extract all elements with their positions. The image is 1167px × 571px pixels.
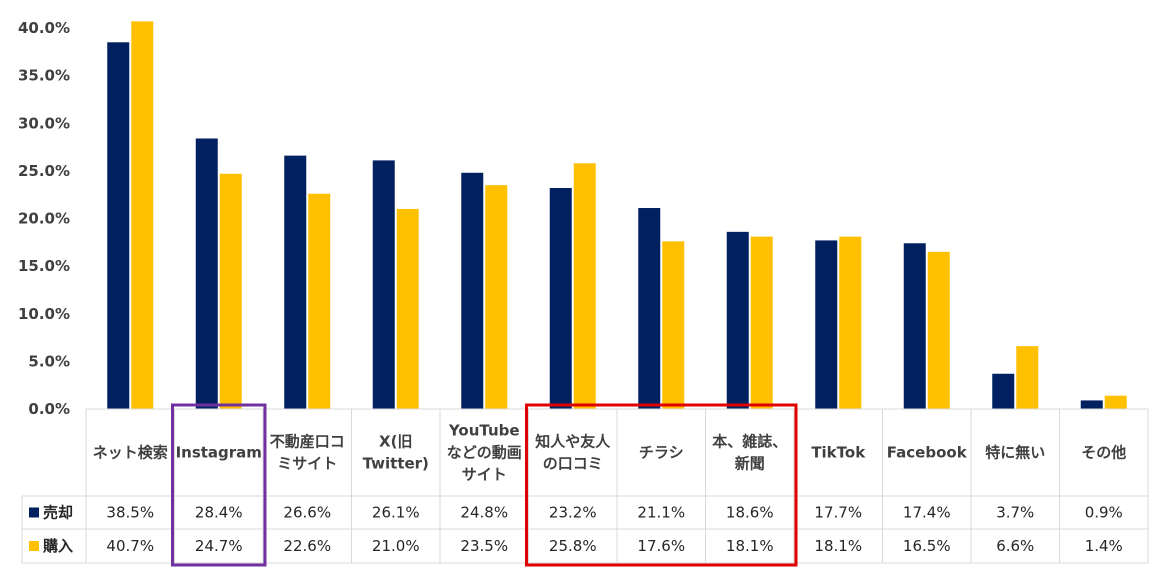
data-label: 23.2% — [549, 504, 597, 522]
data-label: 18.6% — [726, 504, 774, 522]
bar-buy — [485, 185, 508, 409]
data-label: 21.0% — [372, 537, 420, 555]
bar-sell — [992, 373, 1015, 409]
bar-buy — [839, 236, 862, 409]
bar-buy — [131, 21, 154, 410]
highlight-box — [171, 403, 267, 567]
data-label: 22.6% — [283, 537, 331, 555]
data-label: 21.1% — [637, 504, 685, 522]
data-label: 40.7% — [106, 537, 154, 555]
bar-sell — [1080, 400, 1103, 409]
category-label: 不動産口コ — [270, 433, 345, 451]
bar-buy — [396, 208, 419, 409]
bar-sell — [638, 208, 661, 409]
y-tick-label: 20.0% — [18, 210, 70, 228]
legend-label: 購入 — [42, 537, 73, 555]
data-label: 18.1% — [726, 537, 774, 555]
legend-key-buy — [29, 541, 39, 551]
category-label: その他 — [1081, 444, 1126, 462]
category-label: X(旧 — [379, 433, 412, 451]
bar-buy — [573, 163, 596, 409]
bar-sell — [726, 231, 749, 409]
category-label: サイト — [462, 466, 507, 484]
data-label: 17.4% — [903, 504, 951, 522]
data-label: 0.9% — [1085, 504, 1123, 522]
data-label: 24.8% — [460, 504, 508, 522]
y-tick-label: 0.0% — [28, 400, 70, 418]
data-label: 28.4% — [195, 504, 243, 522]
category-label: チラシ — [639, 444, 684, 462]
data-label: 24.7% — [195, 537, 243, 555]
data-label: 3.7% — [996, 504, 1034, 522]
category-label: Facebook — [887, 444, 968, 462]
category-label: 特に無い — [985, 444, 1045, 462]
highlight-box — [525, 403, 798, 567]
bar-sell — [815, 240, 838, 409]
data-label: 1.4% — [1085, 537, 1123, 555]
data-label: 17.7% — [814, 504, 862, 522]
category-label: 知人や友人 — [535, 433, 611, 451]
data-label: 26.6% — [283, 504, 331, 522]
bar-buy — [1104, 395, 1127, 409]
bar-buy — [750, 236, 773, 409]
category-label: ネット検索 — [93, 444, 168, 462]
bar-sell — [372, 160, 395, 409]
category-label: TikTok — [811, 444, 866, 462]
legend-key-sell — [29, 507, 39, 518]
category-label: などの動画 — [447, 444, 522, 462]
y-tick-label: 35.0% — [18, 67, 70, 85]
bar-buy — [219, 173, 242, 409]
bar-sell — [107, 42, 130, 409]
data-label: 38.5% — [106, 504, 154, 522]
legend-label: 売却 — [43, 504, 73, 522]
data-label: 18.1% — [814, 537, 862, 555]
category-label: ミサイト — [277, 455, 337, 473]
bar-buy — [662, 241, 685, 409]
category-label: の口コミ — [543, 455, 603, 473]
data-label: 16.5% — [903, 537, 951, 555]
bar-sell — [549, 188, 572, 409]
bar-sell — [195, 138, 218, 410]
data-label: 25.8% — [549, 537, 597, 555]
category-label: 本、雑誌、 — [712, 433, 787, 451]
category-label: Twitter) — [363, 455, 429, 473]
bar-sell — [284, 155, 307, 409]
bar-buy — [927, 251, 950, 409]
y-tick-label: 40.0% — [18, 19, 70, 37]
data-label: 17.6% — [637, 537, 685, 555]
y-tick-label: 10.0% — [18, 305, 70, 323]
y-tick-label: 30.0% — [18, 114, 70, 132]
bar-buy — [1016, 346, 1039, 409]
data-label: 26.1% — [372, 504, 420, 522]
category-label: 新聞 — [735, 455, 765, 473]
y-tick-label: 25.0% — [18, 162, 70, 180]
category-label: Instagram — [176, 444, 262, 462]
data-label: 23.5% — [460, 537, 508, 555]
y-tick-label: 15.0% — [18, 257, 70, 275]
bar-buy — [308, 193, 331, 409]
data-label: 6.6% — [996, 537, 1034, 555]
y-tick-label: 5.0% — [28, 352, 70, 370]
bar-sell — [903, 243, 926, 409]
bar-sell — [461, 172, 484, 409]
category-label: YouTube — [448, 422, 520, 440]
